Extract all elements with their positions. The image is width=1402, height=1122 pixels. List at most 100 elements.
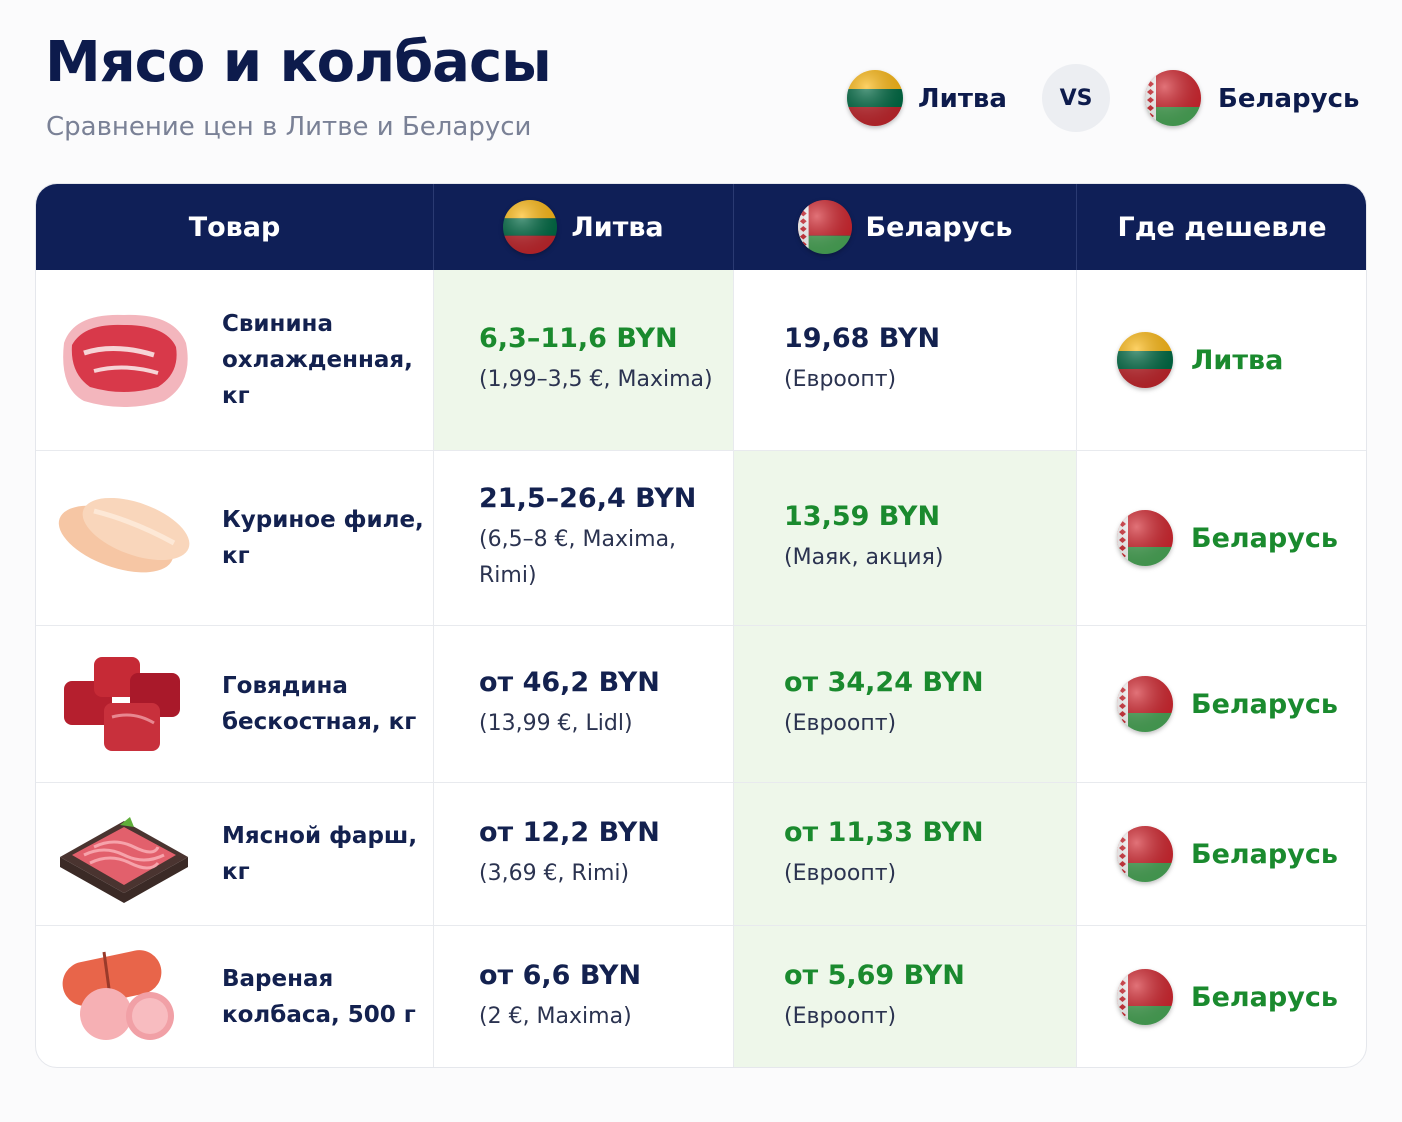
product-name: Вареная колбаса, 500 г: [222, 966, 416, 1028]
price-note: (6,5–8 €, Maxima, Rimi): [479, 526, 677, 588]
price: 19,68 BYN: [784, 322, 941, 354]
graphic: [1117, 676, 1173, 732]
graphic: [1117, 826, 1173, 882]
graphic: [1145, 70, 1201, 126]
graphic: [71, 324, 177, 392]
cheaper-cell: Беларусь: [1077, 926, 1366, 1067]
price-note: (13,99 €, Lidl): [479, 710, 633, 736]
cheaper-country: Беларусь: [1191, 981, 1338, 1013]
graphic: [1117, 510, 1173, 566]
price-cell: от 12,2 BYN (3,69 €, Rimi): [434, 783, 734, 926]
cheaper-cell: Литва: [1077, 270, 1366, 451]
product-name: Куриное филе, кг: [222, 507, 424, 569]
price-note: (1,99–3,5 €, Maxima): [479, 366, 713, 392]
product-cell: Куриное филе, кг: [36, 451, 434, 626]
price-cell: от 34,24 BYN (Евроопт): [734, 626, 1077, 783]
graphic: [132, 998, 168, 1034]
cheaper-country: Беларусь: [1191, 838, 1338, 870]
price-note: (Маяк, акция): [784, 544, 944, 570]
graphic: [83, 345, 155, 358]
graphic: [847, 70, 903, 126]
graphic: [83, 840, 165, 870]
price: от 5,69 BYN: [784, 959, 965, 991]
graphic: [503, 200, 558, 254]
graphic: [1117, 826, 1173, 882]
column-header-text: Товар: [188, 211, 281, 243]
price-note: (Евроопт): [784, 1003, 897, 1029]
graphic: [120, 817, 134, 827]
cheaper-country: Литва: [1191, 344, 1284, 376]
price-cell: от 6,6 BYN (2 €, Maxima): [434, 926, 734, 1067]
price: от 34,24 BYN: [784, 666, 984, 698]
graphic: [1117, 676, 1173, 732]
graphic: [799, 202, 807, 209]
cheaper-cell: Беларусь: [1077, 783, 1366, 926]
cheaper-cell: Беларусь: [1077, 626, 1366, 783]
graphic: [1119, 972, 1126, 978]
flag: [1145, 70, 1201, 126]
price-cell: 6,3–11,6 BYN (1,99–3,5 €, Maxima): [434, 270, 734, 451]
column-header: Беларусь: [734, 184, 1077, 270]
price-note: (3,69 €, Rimi): [479, 860, 630, 886]
product-name: Говядина бескостная, кг: [222, 673, 417, 735]
cheaper-country: Беларусь: [1191, 522, 1338, 554]
flag: [797, 200, 852, 254]
price-note: (2 €, Maxima): [479, 1003, 632, 1029]
graphic: [1145, 70, 1201, 126]
graphic: [62, 950, 174, 1040]
graphic: [1117, 969, 1173, 1025]
product-cell: Говядина бескостная, кг: [36, 626, 434, 783]
graphic: [1117, 510, 1173, 566]
cheaper-country: Беларусь: [1191, 688, 1338, 720]
product-name: Мясной фарш, кг: [222, 823, 418, 885]
graphic: [104, 703, 160, 751]
price-cell: от 5,69 BYN (Евроопт): [734, 926, 1077, 1067]
graphic: [1117, 676, 1173, 732]
graphic: [1117, 332, 1173, 388]
graphic: [1117, 332, 1173, 388]
price-cell: 21,5–26,4 BYN (6,5–8 €, Maxima, Rimi): [434, 451, 734, 626]
price: от 11,33 BYN: [784, 816, 984, 848]
graphic: [1117, 969, 1173, 1025]
price-note: (Евроопт): [784, 710, 897, 736]
graphic: [797, 200, 852, 254]
product-name: Свинина охлажденная, кг: [222, 311, 413, 409]
graphic: [1117, 510, 1173, 566]
flag: [1117, 826, 1173, 882]
price-cell: 13,59 BYN (Маяк, акция): [734, 451, 1077, 626]
column-header: Литва: [434, 184, 734, 270]
table-header: Товар Литва Беларусь Где дешевле: [36, 184, 1366, 270]
graphic: [1119, 513, 1126, 519]
column-header-text: Литва: [571, 211, 664, 243]
graphic: [847, 70, 903, 126]
column-header-text: Где дешевле: [1117, 211, 1327, 243]
price-cell: 19,68 BYN (Евроопт): [734, 270, 1077, 451]
price-note: (Евроопт): [784, 860, 897, 886]
price: 13,59 BYN: [784, 500, 941, 532]
graphic: [847, 70, 903, 126]
price-note: (Евроопт): [784, 366, 897, 392]
legend-left: Литва: [918, 84, 1007, 114]
product-cell: Вареная колбаса, 500 г: [36, 926, 434, 1067]
cheaper-cell: Беларусь: [1077, 451, 1366, 626]
graphic: [797, 200, 852, 254]
graphic: [63, 314, 188, 407]
product-cell: Мясной фарш, кг: [36, 783, 434, 926]
vs-badge: VS: [1042, 64, 1110, 132]
graphic: [111, 713, 155, 725]
title: Мясо и колбасы: [45, 30, 552, 95]
legend-right: Беларусь: [1218, 84, 1360, 114]
graphic: [58, 497, 190, 573]
graphic: [94, 657, 140, 697]
flag: [503, 200, 558, 254]
flag: [1117, 510, 1173, 566]
graphic: [1119, 829, 1126, 835]
graphic: [93, 365, 159, 375]
table: Товар Литва Беларусь Где дешевле Свинина ох…: [35, 183, 1367, 1068]
graphic: [60, 817, 188, 903]
graphic: [1117, 826, 1173, 882]
product-image: [54, 481, 194, 595]
flag: [1117, 676, 1173, 732]
